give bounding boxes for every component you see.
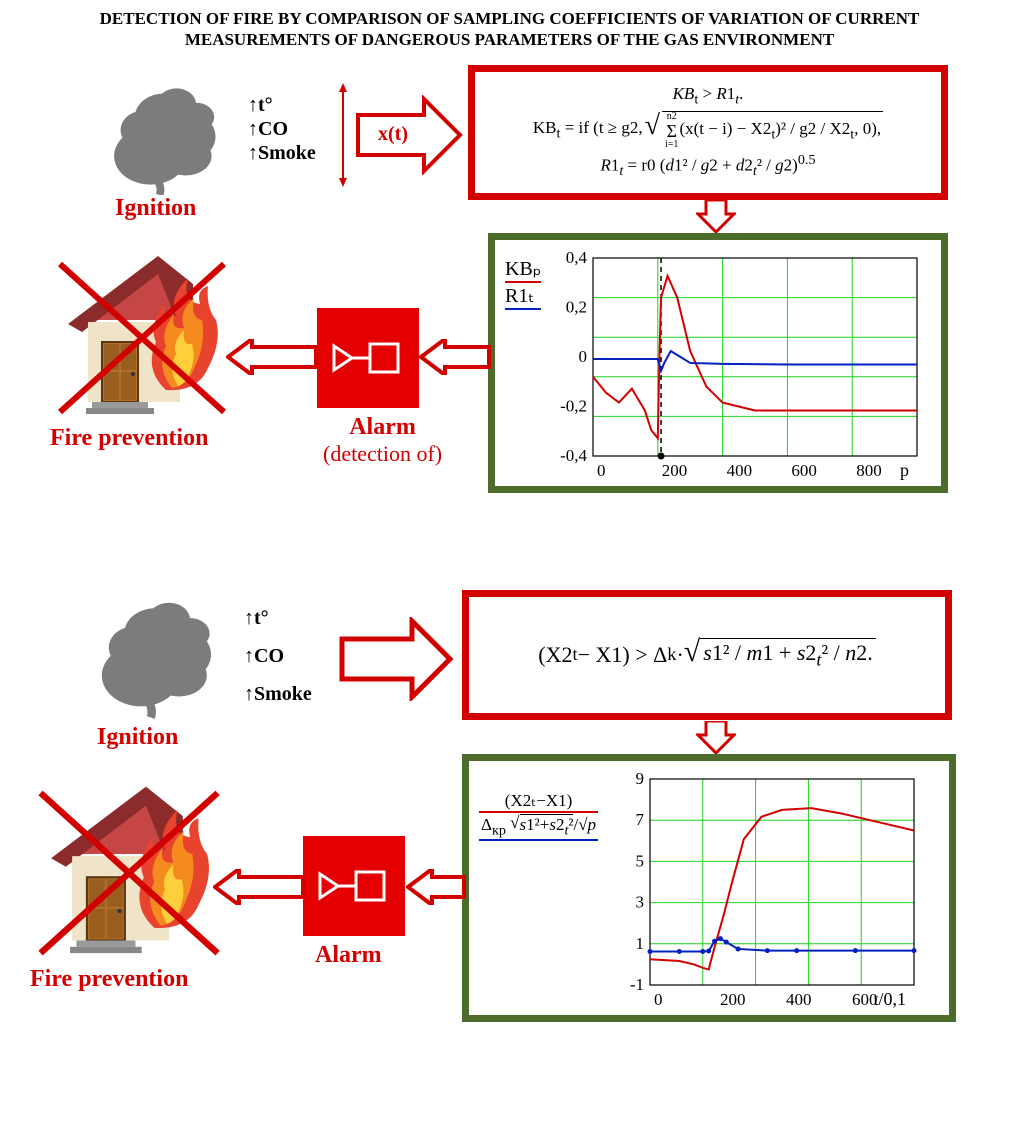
alarm-box-1 — [317, 308, 419, 408]
chart-box-1: KBₚ R1ₜ -0,4 -0,2 0 0,2 0,4 0 200 400 600 800 p — [488, 233, 948, 493]
block-arrow-xt — [354, 95, 464, 175]
house-fire-1 — [48, 250, 233, 430]
param-t-2: ↑t° — [244, 599, 312, 637]
formula1-line2: KBt = if (t ≥ g2, √ n2Σi=1 (x(t − i) − X… — [533, 110, 883, 151]
param-smoke: ↑Smoke — [248, 141, 316, 165]
down-connector-2 — [696, 721, 736, 755]
svg-text:600: 600 — [792, 461, 818, 480]
svg-text:5: 5 — [636, 851, 645, 870]
svg-text:400: 400 — [727, 461, 753, 480]
legend2-top: (X2ₜ−X1) — [479, 791, 598, 813]
legend-kb: KBₚ — [505, 256, 541, 283]
alarm-label-1: Alarm (detection of) — [323, 414, 442, 468]
arrow-chart-to-alarm-1 — [419, 339, 491, 375]
alarm-sublabel: (detection of) — [323, 441, 442, 466]
formula2-content: (X2t − X1) > Δk · √ s1² / m1 + s2t² / n2… — [538, 638, 875, 672]
params-2: ↑t° ↑CO ↑Smoke — [244, 599, 312, 713]
chart-box-2: (X2ₜ−X1) Δкр √s1²+s2t²/√p -1 1 3 5 7 9 0 200 400… — [462, 754, 956, 1022]
svg-text:1: 1 — [636, 933, 645, 952]
house-fire-icon — [48, 250, 233, 425]
svg-text:7: 7 — [636, 810, 645, 829]
param-co-2: ↑CO — [244, 637, 312, 675]
svg-text:200: 200 — [662, 461, 688, 480]
arrow-alarm-to-house-1 — [226, 339, 318, 375]
legend-r1: R1ₜ — [505, 283, 541, 310]
section-2: Ignition ↑t° ↑CO ↑Smoke (X2t − X1) > Δk … — [0, 585, 1019, 1125]
param-t: ↑t° — [248, 93, 316, 117]
svg-text:200: 200 — [720, 990, 746, 1009]
section-1: Ignition ↑t° ↑CO ↑Smoke x(t) KBt > R1t. … — [0, 65, 1019, 585]
svg-text:-0,2: -0,2 — [560, 396, 587, 415]
formula1-line3: R1t = r0 (d1² / g2 + d2t² / g2)0.5 — [600, 150, 815, 182]
param-co: ↑CO — [248, 117, 316, 141]
svg-text:400: 400 — [786, 990, 812, 1009]
svg-text:0: 0 — [579, 347, 588, 366]
page-title: DETECTION OF FIRE BY COMPARISON OF SAMPL… — [0, 0, 1019, 65]
xt-label: x(t) — [378, 123, 408, 146]
smoke-cloud-icon-2 — [92, 575, 232, 720]
alarm-label-2: Alarm — [315, 942, 382, 969]
svg-text:-0,4: -0,4 — [560, 446, 587, 465]
ignition-label-1: Ignition — [115, 195, 196, 222]
house-fire-icon-2 — [30, 780, 225, 965]
block-arrow-right-2 — [338, 617, 454, 701]
svg-text:3: 3 — [636, 892, 645, 911]
house-fire-2 — [30, 780, 225, 970]
fire-prevention-1: Fire prevention — [50, 425, 208, 452]
legend2-bot: Δкр √s1²+s2t²/√p — [479, 813, 598, 841]
down-connector-1 — [696, 200, 736, 234]
chart1-legend: KBₚ R1ₜ — [505, 250, 541, 476]
params-1: ↑t° ↑CO ↑Smoke — [248, 93, 316, 165]
svg-text:0,2: 0,2 — [566, 297, 587, 316]
formula-box-1: KBt > R1t. KBt = if (t ≥ g2, √ n2Σi=1 (x… — [468, 65, 948, 200]
ignition-label-2: Ignition — [97, 724, 178, 751]
svg-text:-1: -1 — [630, 975, 644, 994]
svg-text:0: 0 — [654, 990, 663, 1009]
arrow-alarm-to-house-2 — [213, 869, 305, 905]
chart1: -0,4 -0,2 0 0,2 0,4 0 200 400 600 800 p — [549, 250, 929, 482]
alarm-box-2 — [303, 836, 405, 936]
chart2-legend: (X2ₜ−X1) Δкр √s1²+s2t²/√p — [479, 771, 598, 1005]
fire-prevention-2: Fire prevention — [30, 966, 188, 993]
alarm-icon-2 — [314, 856, 394, 916]
formula1-line1: KBt > R1t. — [673, 82, 744, 110]
updown-arrows-icon — [336, 80, 350, 190]
arrow-chart-to-alarm-2 — [406, 869, 466, 905]
svg-text:0,4: 0,4 — [566, 250, 588, 267]
svg-text:p: p — [900, 460, 909, 480]
svg-text:9: 9 — [636, 771, 645, 788]
svg-text:t/0,1: t/0,1 — [874, 989, 907, 1009]
svg-text:0: 0 — [597, 461, 606, 480]
chart2: -1135790200400600t/0,1 — [606, 771, 926, 1011]
smoke-cloud-icon — [105, 65, 235, 195]
svg-text:800: 800 — [857, 461, 883, 480]
alarm-icon — [328, 328, 408, 388]
param-smoke-2: ↑Smoke — [244, 675, 312, 713]
formula-box-2: (X2t − X1) > Δk · √ s1² / m1 + s2t² / n2… — [462, 590, 952, 720]
